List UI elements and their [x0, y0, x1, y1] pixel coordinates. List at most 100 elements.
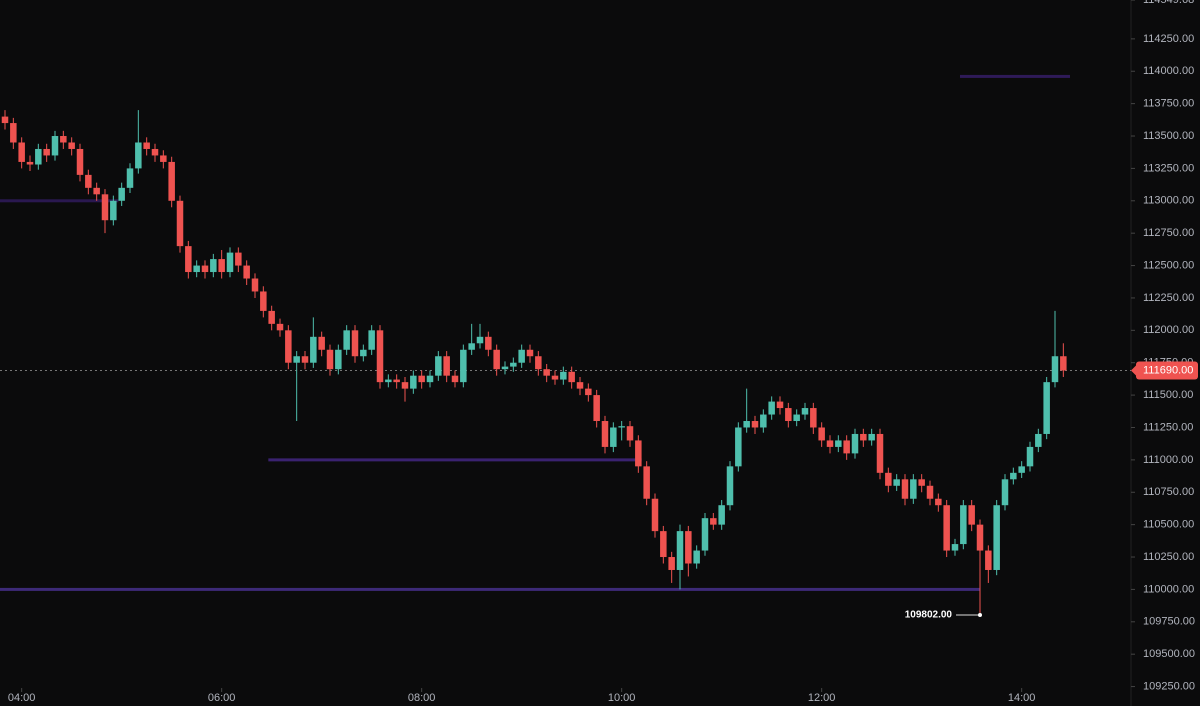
candle-body — [68, 142, 75, 149]
y-tick-label: 112500.00 — [1143, 259, 1194, 271]
candle-body — [201, 265, 209, 273]
candle-body — [776, 401, 784, 409]
candle-body — [60, 136, 67, 143]
candle-body — [1043, 382, 1050, 434]
candle-body — [785, 408, 792, 422]
candle-body — [285, 330, 292, 363]
candle-body — [268, 310, 275, 324]
candle-body — [468, 343, 475, 350]
candle-body — [601, 421, 609, 447]
candle-body — [418, 375, 425, 383]
candle-body — [976, 524, 984, 551]
candle-body — [535, 356, 542, 370]
candle-body — [526, 349, 534, 357]
candle-body — [660, 531, 667, 558]
y-tick-label: 110500.00 — [1143, 519, 1194, 531]
y-tick-label: 113000.00 — [1143, 195, 1194, 207]
candle-body — [751, 421, 759, 428]
candle-body — [401, 382, 409, 389]
candle-body — [1035, 433, 1042, 447]
candle-body — [1001, 479, 1009, 506]
candle-body — [360, 349, 367, 357]
candle-body — [626, 426, 634, 441]
candle-body — [76, 148, 84, 175]
candle-body — [826, 440, 834, 447]
y-tick-label: 110250.00 — [1143, 551, 1194, 563]
y-tick-label: 114549.68 — [1143, 0, 1194, 6]
candle-body — [618, 426, 625, 428]
heatmap-level — [960, 74, 1070, 78]
heatmap-level — [0, 587, 980, 591]
candle-body — [643, 466, 650, 499]
candle-body — [110, 200, 117, 221]
candle-body — [235, 252, 242, 266]
candle-body — [676, 531, 684, 570]
candle-body — [801, 408, 809, 415]
candle-body — [851, 433, 859, 454]
x-tick-label: 04:00 — [8, 692, 36, 704]
x-tick-label: 10:00 — [608, 692, 636, 704]
candle-body — [926, 485, 934, 499]
heatmap-level — [268, 458, 642, 462]
candle-body — [843, 440, 850, 454]
candle-body — [335, 349, 342, 370]
candle-body — [560, 371, 567, 380]
candle-body — [726, 466, 734, 506]
candle-body — [585, 388, 592, 396]
candle-body — [93, 187, 100, 195]
candle-body — [901, 479, 909, 499]
candle-body — [293, 356, 300, 363]
candle-body — [368, 330, 375, 350]
candle-body — [151, 148, 159, 156]
candle-body — [460, 349, 467, 383]
y-tick-label: 114000.00 — [1143, 65, 1194, 77]
low-marker-dot — [978, 613, 982, 618]
candle-body — [635, 440, 642, 467]
candle-body — [43, 148, 50, 156]
candle-body — [968, 505, 975, 525]
candle-body — [701, 518, 709, 551]
candle-body — [251, 278, 259, 292]
candle-body — [960, 505, 967, 545]
candle-body — [410, 375, 417, 389]
low-marker-label: 109802.00 — [905, 610, 953, 621]
y-tick-label: 112750.00 — [1143, 227, 1194, 239]
candle-body — [260, 291, 267, 311]
candle-body — [951, 544, 959, 551]
y-tick-label: 114250.00 — [1143, 33, 1194, 45]
candle-body — [551, 375, 559, 380]
candle-body — [1051, 356, 1059, 383]
candle-body — [985, 550, 992, 570]
candle-body — [743, 421, 750, 428]
candle-body — [51, 136, 59, 156]
candle-body — [510, 362, 517, 367]
candle-body — [568, 371, 575, 383]
candle-body — [793, 414, 800, 422]
x-tick-label: 12:00 — [808, 692, 836, 704]
candle-body — [218, 259, 225, 273]
candle-body — [326, 349, 334, 370]
candle-body — [935, 498, 942, 506]
current-price-badge — [1136, 361, 1198, 380]
candle-body — [835, 440, 842, 447]
candle-body — [943, 505, 950, 551]
candle-body — [685, 531, 692, 564]
candle-body — [35, 148, 42, 165]
candle-body — [101, 194, 109, 221]
x-tick-label: 08:00 — [408, 692, 436, 704]
current-price-arrow — [1131, 364, 1137, 377]
y-tick-label: 111000.00 — [1143, 454, 1193, 466]
candle-body — [426, 375, 434, 383]
candle-body — [176, 200, 184, 247]
candle-body — [910, 479, 917, 499]
x-tick-label: 14:00 — [1008, 692, 1036, 704]
candle-body — [385, 379, 392, 383]
candle-body — [126, 168, 134, 188]
candle-body — [301, 356, 309, 363]
candle-body — [693, 550, 700, 564]
candle-body — [993, 505, 1000, 570]
candle-body — [668, 557, 675, 570]
candle-body — [818, 427, 825, 441]
